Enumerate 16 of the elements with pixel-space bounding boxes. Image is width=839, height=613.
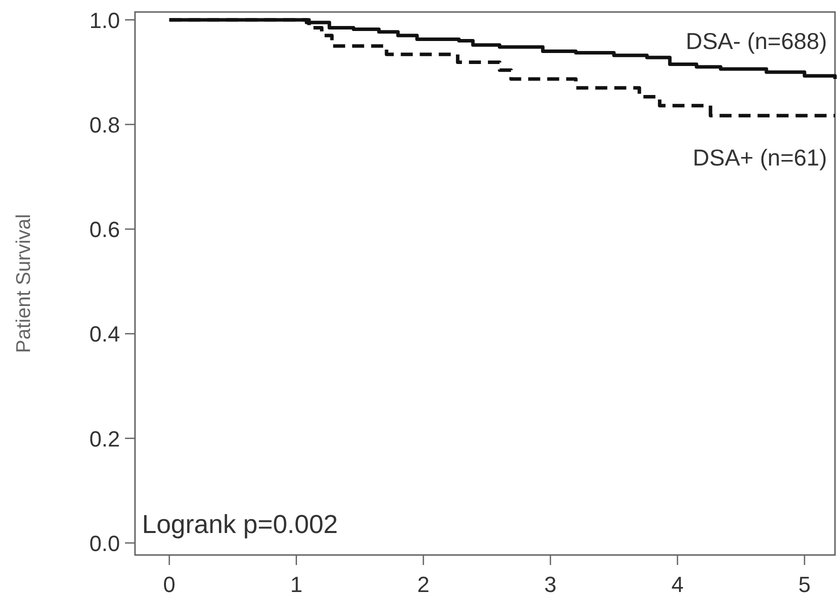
y-tick-label: 0.8	[89, 112, 120, 138]
x-tick-label: 0	[163, 572, 176, 597]
x-tick-label: 1	[290, 572, 302, 597]
y-tick-label: 0.2	[89, 426, 120, 452]
annotation: Logrank p=0.002	[142, 509, 338, 539]
series-label: DSA- (n=688)	[686, 28, 827, 54]
x-tick-label: 4	[671, 572, 684, 597]
y-axis-title: Patient Survival	[13, 214, 35, 353]
x-tick-label: 2	[417, 572, 430, 597]
y-tick-label: 0.6	[89, 217, 120, 242]
x-tick-label: 3	[544, 572, 557, 597]
series-label: DSA+ (n=61)	[692, 144, 827, 171]
x-tick-label: 5	[798, 572, 811, 597]
y-tick-label: 1.0	[89, 8, 120, 33]
y-tick-label: 0.0	[89, 530, 120, 556]
y-tick-label: 0.4	[89, 322, 120, 347]
